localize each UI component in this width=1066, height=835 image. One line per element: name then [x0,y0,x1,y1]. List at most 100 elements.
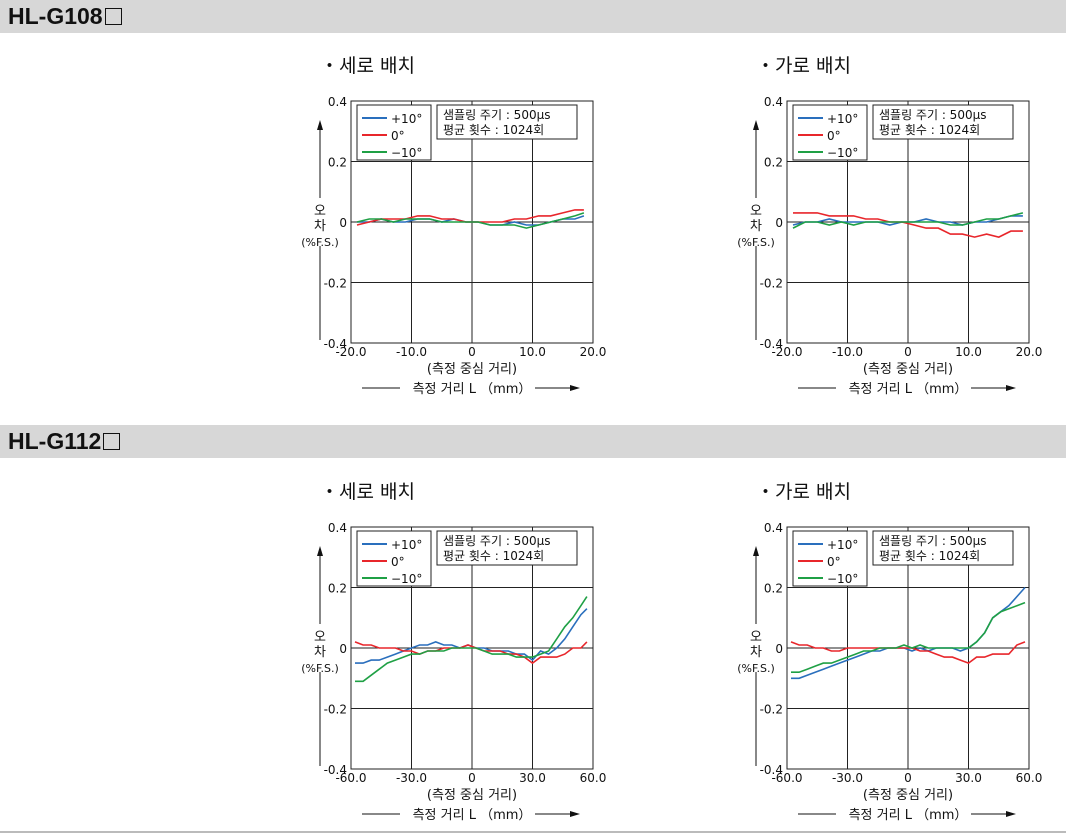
y-tick-label: 0.2 [764,582,783,596]
plot-frame [786,526,1030,770]
x-tick-label: 30.0 [519,771,546,785]
plot-frame [350,526,594,770]
square-box-icon [103,433,121,450]
x-tick-label: 10.0 [519,345,546,359]
series-line-minus10 [791,601,1026,673]
chart-g108-horizontal: ・가로 배치 0.4 0.2 0 -0.2 -0.4-20.0 -10.0 0 10.0 20.0… [737,55,1043,397]
y-tick-label: -0.4 [760,337,783,351]
x-axis-arrow-head [1006,811,1016,817]
y-axis-label: 오 [750,630,762,645]
x-axis-distance-label: 측정 거리 L （mm） [849,808,968,823]
y-tick-label: -0.4 [324,337,347,351]
chart-title: ・세로 배치 [320,55,415,77]
y-axis-arrow-head [753,546,759,556]
x-axis-arrow-head [570,811,580,817]
legend-label: −10° [827,146,858,160]
legend-label: 0° [391,555,405,569]
legend-label: −10° [391,146,422,160]
square-box-icon [104,8,122,25]
x-axis-center-label: (측정 중심 거리) [863,362,953,377]
y-tick-label: -0.2 [760,703,783,717]
y-axis-label: 오 [314,204,326,219]
y-tick-label: 0 [775,216,783,230]
x-tick-label: -20.0 [335,345,366,359]
info-average: 평균 횟수 : 1024회 [443,549,544,563]
y-tick-label: -0.2 [324,703,347,717]
y-axis-label: 차 [314,219,326,234]
series-line-plus10 [357,215,585,226]
info-average: 평균 횟수 : 1024회 [879,123,980,137]
y-axis-label: 오 [750,204,762,219]
y-tick-label: 0 [339,642,347,656]
info-sampling: 샘플링 주기 : 500μs [879,108,986,122]
x-axis-center-label: (측정 중심 거리) [427,788,517,803]
x-tick-label: 20.0 [580,345,607,359]
y-axis-label: (%F.S.) [737,236,775,249]
section-header-2: HL-G112 [0,425,1066,458]
x-tick-label: 60.0 [580,771,607,785]
series-line-zero [793,212,1023,238]
legend-box [356,530,432,587]
y-axis-arrow-head [753,120,759,130]
y-axis-label: 차 [750,645,762,660]
y-tick-label: -0.4 [760,763,783,777]
x-tick-label: -60.0 [771,771,802,785]
series-line-plus10 [355,608,588,664]
chart-title: ・세로 배치 [320,481,415,503]
x-axis-arrow-head [570,385,580,391]
chart-g112-horizontal: ・가로 배치 0.4 0.2 0 -0.2 -0.4-60.0 -30.0 0 30.0 60.0… [737,481,1043,823]
x-tick-label: -30.0 [396,771,427,785]
y-tick-label: 0 [775,642,783,656]
y-tick-label: 0 [339,216,347,230]
legend-label: −10° [827,572,858,586]
y-axis-arrow-head [317,120,323,130]
series-line-minus10 [356,212,585,229]
x-tick-label: 10.0 [955,345,982,359]
legend-label: 0° [827,129,841,143]
legend-box [356,104,432,161]
x-tick-label: 20.0 [1016,345,1043,359]
plot-frame [786,100,1030,344]
x-tick-label: -10.0 [396,345,427,359]
x-axis-center-label: (측정 중심 거리) [863,788,953,803]
y-tick-label: 0.4 [764,95,783,109]
info-sampling: 샘플링 주기 : 500μs [443,534,550,548]
y-axis-label: 차 [750,219,762,234]
legend-label: 0° [391,129,405,143]
x-tick-label: -60.0 [335,771,366,785]
series-line-zero [354,641,588,665]
legend-label: +10° [391,112,422,126]
series-line-minus10 [355,596,588,683]
x-tick-label: 0 [468,771,476,785]
x-tick-label: 0 [904,771,912,785]
series-line-zero [790,641,1026,665]
x-axis-arrow-head [1006,385,1016,391]
y-axis-arrow-head [317,546,323,556]
x-axis-distance-label: 측정 거리 L （mm） [413,382,532,397]
x-tick-label: -30.0 [832,771,863,785]
x-tick-label: 0 [468,345,476,359]
legend-label: 0° [827,555,841,569]
series-line-minus10 [792,212,1024,229]
chart-g108-vertical: ・세로 배치 0.4 0.2 0 -0.2 -0.4-20.0 -10.0 0 10.0 20.0… [301,55,607,397]
bottom-divider [0,831,1066,833]
info-box [872,104,1014,140]
x-axis-center-label: (측정 중심 거리) [427,362,517,377]
y-tick-label: 0.2 [764,156,783,170]
info-box [436,104,578,140]
y-tick-label: 0.4 [328,95,347,109]
legend-label: +10° [391,538,422,552]
info-box [872,530,1014,566]
y-tick-label: 0.2 [328,156,347,170]
chart-title: ・가로 배치 [756,481,851,503]
info-sampling: 샘플링 주기 : 500μs [879,534,986,548]
x-tick-label: 60.0 [1016,771,1043,785]
x-tick-label: -10.0 [832,345,863,359]
y-tick-label: 0.4 [328,521,347,535]
y-tick-label: -0.2 [760,277,783,291]
y-axis-label: 차 [314,645,326,660]
y-tick-label: -0.2 [324,277,347,291]
info-average: 평균 횟수 : 1024회 [879,549,980,563]
x-tick-label: 30.0 [955,771,982,785]
x-tick-label: 0 [904,345,912,359]
